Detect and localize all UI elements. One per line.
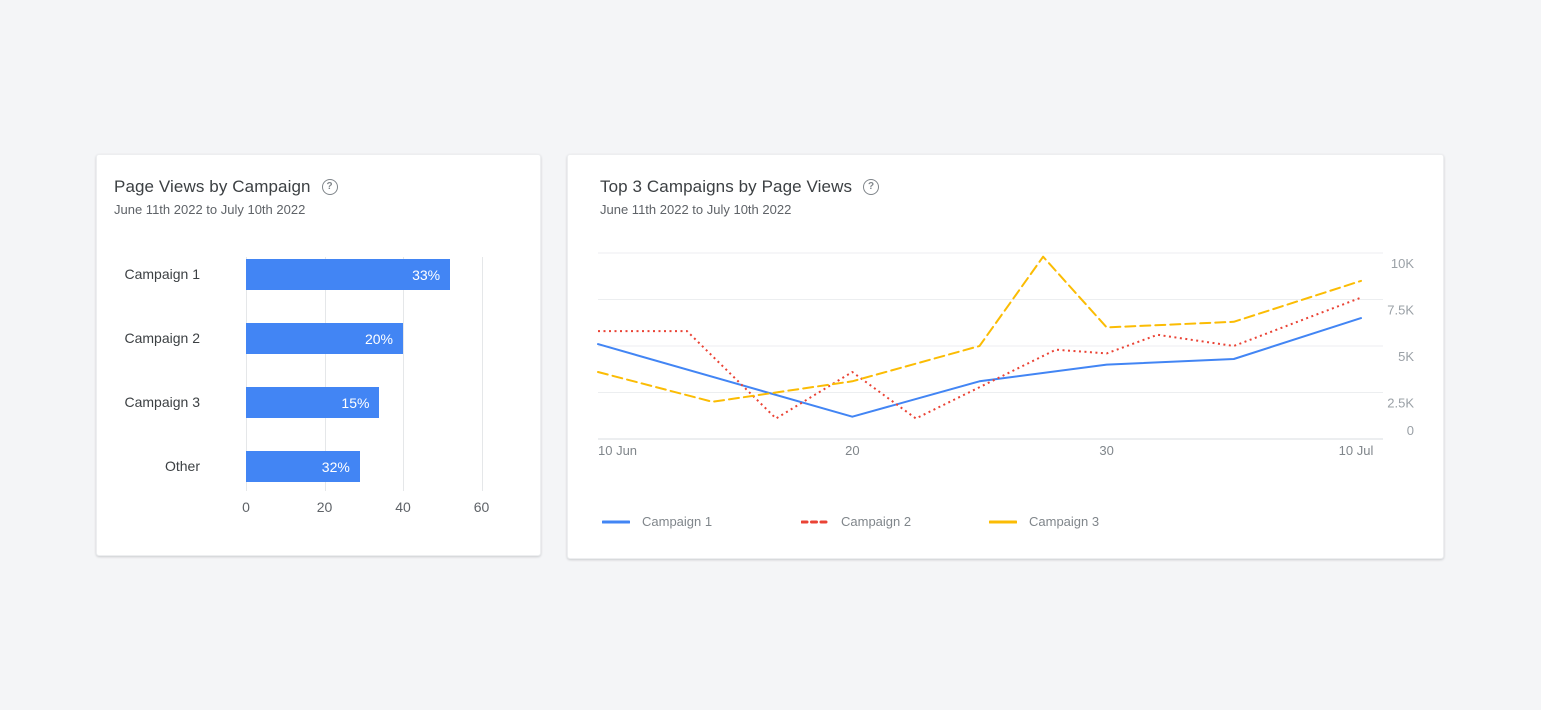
- x-axis-tick-label: 0: [242, 499, 250, 515]
- y-axis-tick-label: 5K: [1398, 349, 1414, 364]
- bar-campaign-1[interactable]: 33%: [246, 259, 451, 290]
- card-header: Page Views by Campaign ? June 11th 2022 …: [114, 177, 520, 217]
- bar-campaign-3[interactable]: 15%: [246, 387, 380, 418]
- bar-chart[interactable]: 0 20 40 60 Campaign 1 33% Campaign 2 20% Campaig…: [97, 155, 540, 555]
- date-range-label: June 11th 2022 to July 10th 2022: [114, 202, 306, 217]
- y-axis-tick-label: 7.5K: [1387, 303, 1414, 318]
- card-top3-campaigns-by-page-views: Top 3 Campaigns by Page Views ? June 11t…: [567, 154, 1444, 559]
- gridline: [324, 257, 326, 491]
- series-campaign-3-line[interactable]: [597, 255, 1362, 403]
- bar-value-label: 32%: [321, 458, 350, 475]
- x-axis-tick-label: 10 Jul: [1339, 443, 1374, 458]
- x-axis-tick-label: 10 Jun: [598, 443, 637, 458]
- legend-item-campaign-2[interactable]: Campaign 2: [801, 514, 911, 529]
- legend-item-campaign-1[interactable]: Campaign 1: [602, 514, 712, 529]
- gridline: [246, 257, 247, 491]
- bar-value-label: 33%: [412, 266, 441, 283]
- line-chart-title: Top 3 Campaigns by Page Views: [600, 177, 853, 196]
- gridline: [403, 257, 404, 491]
- bar-value-label: 15%: [341, 394, 370, 411]
- bar-value-label: 20%: [364, 330, 393, 347]
- legend-swatch-line: [801, 520, 829, 523]
- y-axis-tick-label: 10K: [1391, 256, 1414, 271]
- y-axis-tick-label: 0: [1407, 423, 1414, 438]
- line-chart[interactable]: 0 2.5K 5K 7.5K 10K 10 Jun 20 30 10 Jul: [568, 155, 1445, 560]
- series-campaign-1-line[interactable]: [597, 317, 1362, 418]
- category-label: Campaign 3: [124, 394, 201, 410]
- category-label: Campaign 2: [124, 330, 201, 346]
- bar-campaign-2[interactable]: 20%: [246, 323, 403, 354]
- legend-label: Campaign 3: [1029, 514, 1100, 529]
- x-axis-tick-label: 20: [845, 443, 859, 458]
- category-label: Campaign 1: [124, 266, 201, 282]
- x-axis-tick-label: 60: [473, 499, 490, 515]
- x-axis-tick-label: 40: [395, 499, 411, 515]
- category-label: Other: [164, 458, 200, 474]
- gridline: [481, 257, 483, 491]
- legend-swatch-line: [989, 520, 1017, 523]
- chart-legend: Campaign 1 Campaign 2 Campaign 3: [568, 514, 1443, 534]
- bar-other[interactable]: 32%: [246, 451, 360, 482]
- bar-chart-title: Page Views by Campaign: [114, 177, 311, 196]
- legend-label: Campaign 1: [642, 514, 713, 529]
- help-icon[interactable]: ?: [863, 178, 880, 195]
- legend-item-campaign-3[interactable]: Campaign 3: [989, 514, 1099, 529]
- x-axis-tick-label: 20: [316, 499, 333, 515]
- y-axis-tick-label: 2.5K: [1387, 396, 1414, 411]
- x-axis-tick-label: 30: [1099, 443, 1113, 458]
- series-campaign-2-line[interactable]: [598, 296, 1362, 420]
- help-icon[interactable]: ?: [321, 178, 338, 195]
- date-range-label: June 11th 2022 to July 10th 2022: [600, 202, 792, 217]
- legend-swatch-line: [602, 520, 630, 523]
- card-page-views-by-campaign: Page Views by Campaign ? June 11th 2022 …: [96, 154, 541, 556]
- card-header: Top 3 Campaigns by Page Views ? June 11t…: [600, 177, 1419, 217]
- legend-label: Campaign 2: [841, 514, 912, 529]
